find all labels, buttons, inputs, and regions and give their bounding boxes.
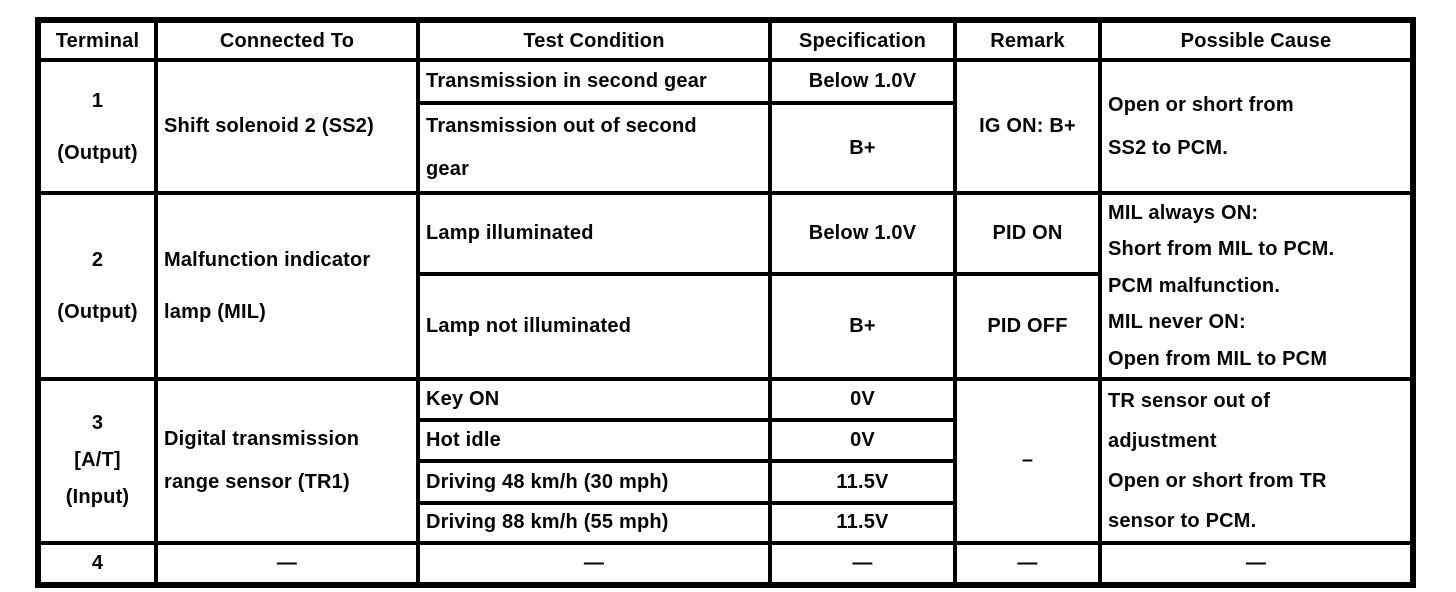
- cell-specification-1a: Below 1.0V: [768, 58, 957, 105]
- col-header-terminal: Terminal: [36, 18, 158, 62]
- col-header-remark: Remark: [953, 18, 1102, 62]
- cell-remark-3: –: [953, 376, 1102, 545]
- table-row-terminal1-sub2: Transmission out of second gear B+: [38, 101, 1413, 195]
- cell-specification-4: —: [768, 540, 957, 587]
- cell-possible-cause-2: MIL always ON: Short from MIL to PCM. PC…: [1098, 191, 1415, 381]
- col-header-specification: Specification: [768, 18, 957, 62]
- cell-remark-1: IG ON: B+: [953, 58, 1102, 195]
- cell-remark-2a: PID ON: [953, 191, 1102, 276]
- cell-terminal-3: 3 [A/T] (Input): [36, 376, 158, 545]
- cell-test-condition-3b: Hot idle: [416, 418, 772, 464]
- cell-terminal-1: 1 (Output): [36, 58, 158, 195]
- cell-terminal-2: 2 (Output): [36, 191, 158, 381]
- table-row-terminal3-sub3: Driving 48 km/h (30 mph) 11.5V: [38, 459, 1413, 505]
- col-header-possible-cause: Possible Cause: [1098, 18, 1415, 62]
- cell-specification-2b: B+: [768, 271, 957, 381]
- cell-test-condition-3c: Driving 48 km/h (30 mph): [416, 459, 772, 505]
- cell-connected-to-3: Digital transmission range sensor (TR1): [154, 376, 420, 545]
- table-row-terminal1-sub1: 1 (Output) Shift solenoid 2 (SS2) Transm…: [36, 58, 1415, 195]
- cell-test-condition-3d: Driving 88 km/h (55 mph): [416, 500, 772, 545]
- table-row-terminal3-sub2: Hot idle 0V: [38, 418, 1413, 464]
- cell-terminal-4: 4: [36, 540, 158, 587]
- cell-test-condition-4: —: [416, 540, 772, 587]
- cell-connected-to-1: Shift solenoid 2 (SS2): [154, 58, 420, 195]
- cell-specification-3b: 0V: [768, 418, 957, 464]
- cell-remark-4: —: [953, 540, 1102, 587]
- cell-remark-2b: PID OFF: [953, 271, 1102, 381]
- cell-specification-2a: Below 1.0V: [768, 191, 957, 276]
- cell-specification-1b: B+: [768, 101, 957, 195]
- table-row-terminal3-sub4: Driving 88 km/h (55 mph) 11.5V: [38, 500, 1413, 545]
- cell-possible-cause-4: —: [1098, 540, 1415, 587]
- cell-test-condition-1a: Transmission in second gear: [416, 58, 772, 105]
- cell-specification-3a: 0V: [768, 376, 957, 423]
- table-row-terminal2-sub2: Lamp not illuminated B+ PID OFF: [38, 271, 1413, 381]
- cell-test-condition-2a: Lamp illuminated: [416, 191, 772, 276]
- cell-connected-to-2: Malfunction indicator lamp (MIL): [154, 191, 420, 381]
- table-row-terminal2-sub1: 2 (Output) Malfunction indicator lamp (M…: [36, 191, 1415, 381]
- cell-test-condition-3a: Key ON: [416, 376, 772, 423]
- cell-connected-to-4: —: [154, 540, 420, 587]
- table-header-row: Terminal Connected To Test Condition Spe…: [36, 18, 1415, 62]
- col-header-connected-to: Connected To: [154, 18, 420, 62]
- table-row-terminal4: 4 — — — — —: [36, 540, 1415, 587]
- cell-test-condition-1b: Transmission out of second gear: [416, 101, 772, 195]
- cell-possible-cause-3: TR sensor out of adjustment Open or shor…: [1098, 376, 1415, 545]
- cell-specification-3d: 11.5V: [768, 500, 957, 545]
- terminal-specification-table: Terminal Connected To Test Condition Spe…: [35, 17, 1416, 588]
- table-row-terminal3-sub1: 3 [A/T] (Input) Digital transmission ran…: [36, 376, 1415, 545]
- cell-test-condition-2b: Lamp not illuminated: [416, 271, 772, 381]
- col-header-test-condition: Test Condition: [416, 18, 772, 62]
- cell-possible-cause-1: Open or short from SS2 to PCM.: [1098, 58, 1415, 195]
- cell-specification-3c: 11.5V: [768, 459, 957, 505]
